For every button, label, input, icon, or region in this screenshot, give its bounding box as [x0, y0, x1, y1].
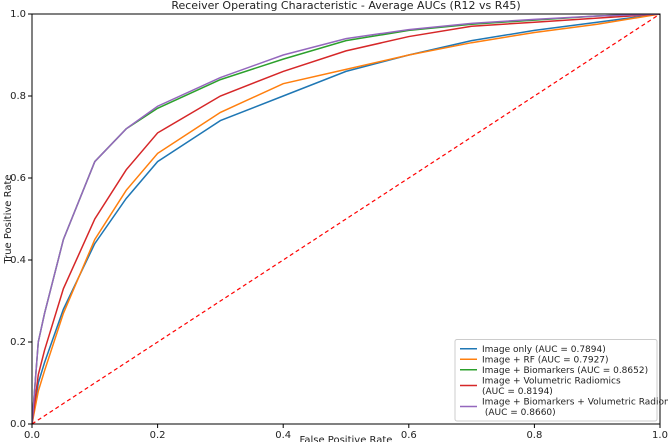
y-tick-label: 1.0 — [10, 9, 26, 20]
reference-line — [31, 13, 661, 425]
x-tick-label: 0.0 — [24, 430, 40, 441]
roc-curve — [32, 14, 660, 424]
y-tick-label: 0.8 — [10, 91, 26, 102]
legend: Image only (AUC = 0.7894)Image + RF (AUC… — [454, 339, 668, 422]
legend-label: Image + Biomarkers (AUC = 0.8652) — [482, 365, 648, 375]
x-tick-label: 0.6 — [401, 430, 417, 441]
x-axis-label: False Positive Rate — [300, 435, 393, 442]
legend-label: Image + RF (AUC = 0.7927) — [482, 355, 609, 365]
x-tick-label: 0.2 — [150, 430, 166, 441]
legend-label: Image + Biomarkers + Volumetric Radiomic… — [482, 397, 668, 418]
legend-label: Image only (AUC = 0.7894) — [482, 344, 606, 354]
legend-label: Image + Volumetric Radiomics (AUC = 0.819… — [482, 376, 621, 397]
y-tick-label: 0.2 — [10, 337, 26, 348]
x-tick-label: 1.0 — [652, 430, 668, 441]
y-tick-label: 0.4 — [10, 255, 26, 266]
roc-curve — [32, 14, 660, 424]
roc-curve — [32, 14, 660, 424]
y-tick-label: 0.6 — [10, 173, 26, 184]
legend-box — [454, 339, 658, 422]
chart-title: Receiver Operating Characteristic - Aver… — [171, 0, 520, 12]
x-tick-label: 0.4 — [275, 430, 291, 441]
x-tick-label: 0.8 — [526, 430, 542, 441]
roc-curve — [32, 14, 660, 424]
y-axis-label: True Positive Rate — [3, 174, 14, 264]
y-tick-label: 0.0 — [10, 419, 26, 430]
plot-frame — [31, 13, 661, 425]
